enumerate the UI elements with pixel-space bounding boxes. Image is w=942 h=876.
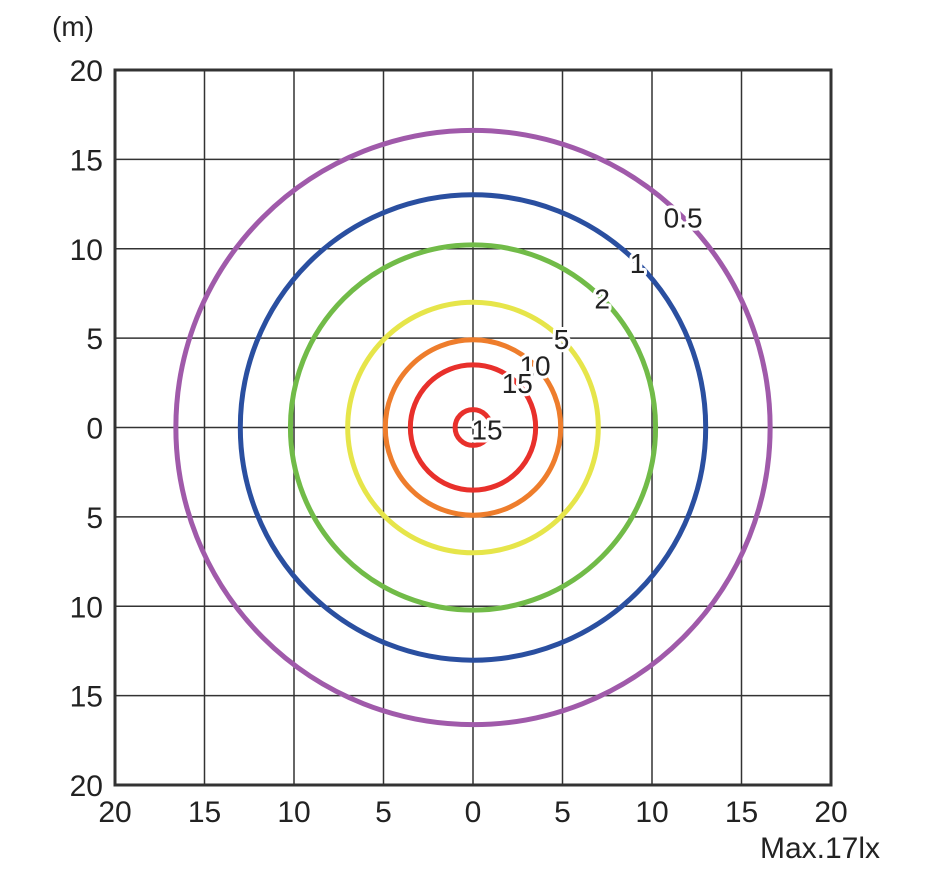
x-tick-label: 5 (375, 796, 392, 829)
contour-label: 0.5 (664, 202, 703, 233)
x-tick-label: 20 (814, 796, 847, 829)
contour-label: 2 (594, 283, 610, 314)
y-tick-label: 15 (70, 144, 103, 177)
x-tick-label: 10 (635, 796, 668, 829)
unit-label: (m) (52, 11, 94, 42)
contour-ring-10lx (382, 337, 564, 518)
contour-ring-15lx (452, 407, 494, 448)
max-illuminance-note: Max.17lx (760, 832, 880, 865)
y-tick-label: 10 (70, 234, 103, 267)
y-tick-label: 15 (70, 681, 103, 714)
y-tick-label: 5 (86, 502, 103, 535)
x-tick-label: 10 (277, 796, 310, 829)
contour-ring-15lx (407, 362, 539, 493)
contour-label: 5 (554, 324, 570, 355)
y-tick-label: 5 (86, 323, 103, 356)
y-tick-label: 20 (70, 770, 103, 803)
contour-ring-1lx (237, 192, 709, 663)
y-tick-label: 0 (86, 413, 103, 446)
x-tick-label: 5 (554, 796, 571, 829)
contour-label: 15 (502, 368, 533, 399)
contour-ring-0-5lx (173, 127, 773, 728)
contour-ring-5lx (345, 299, 601, 556)
x-tick-label: 0 (465, 796, 482, 829)
x-tick-label: 15 (725, 796, 758, 829)
contour-label: 10 (519, 350, 550, 381)
contour-ring-2lx (287, 242, 659, 613)
y-tick-label: 20 (70, 55, 103, 88)
plot-frame (113, 68, 833, 787)
x-tick-label: 15 (188, 796, 221, 829)
y-tick-label: 10 (70, 591, 103, 624)
contour-label: 1 (630, 248, 646, 279)
contour-label: 15 (471, 415, 502, 446)
contour-layer (173, 127, 773, 728)
x-tick-label: 20 (98, 796, 131, 829)
